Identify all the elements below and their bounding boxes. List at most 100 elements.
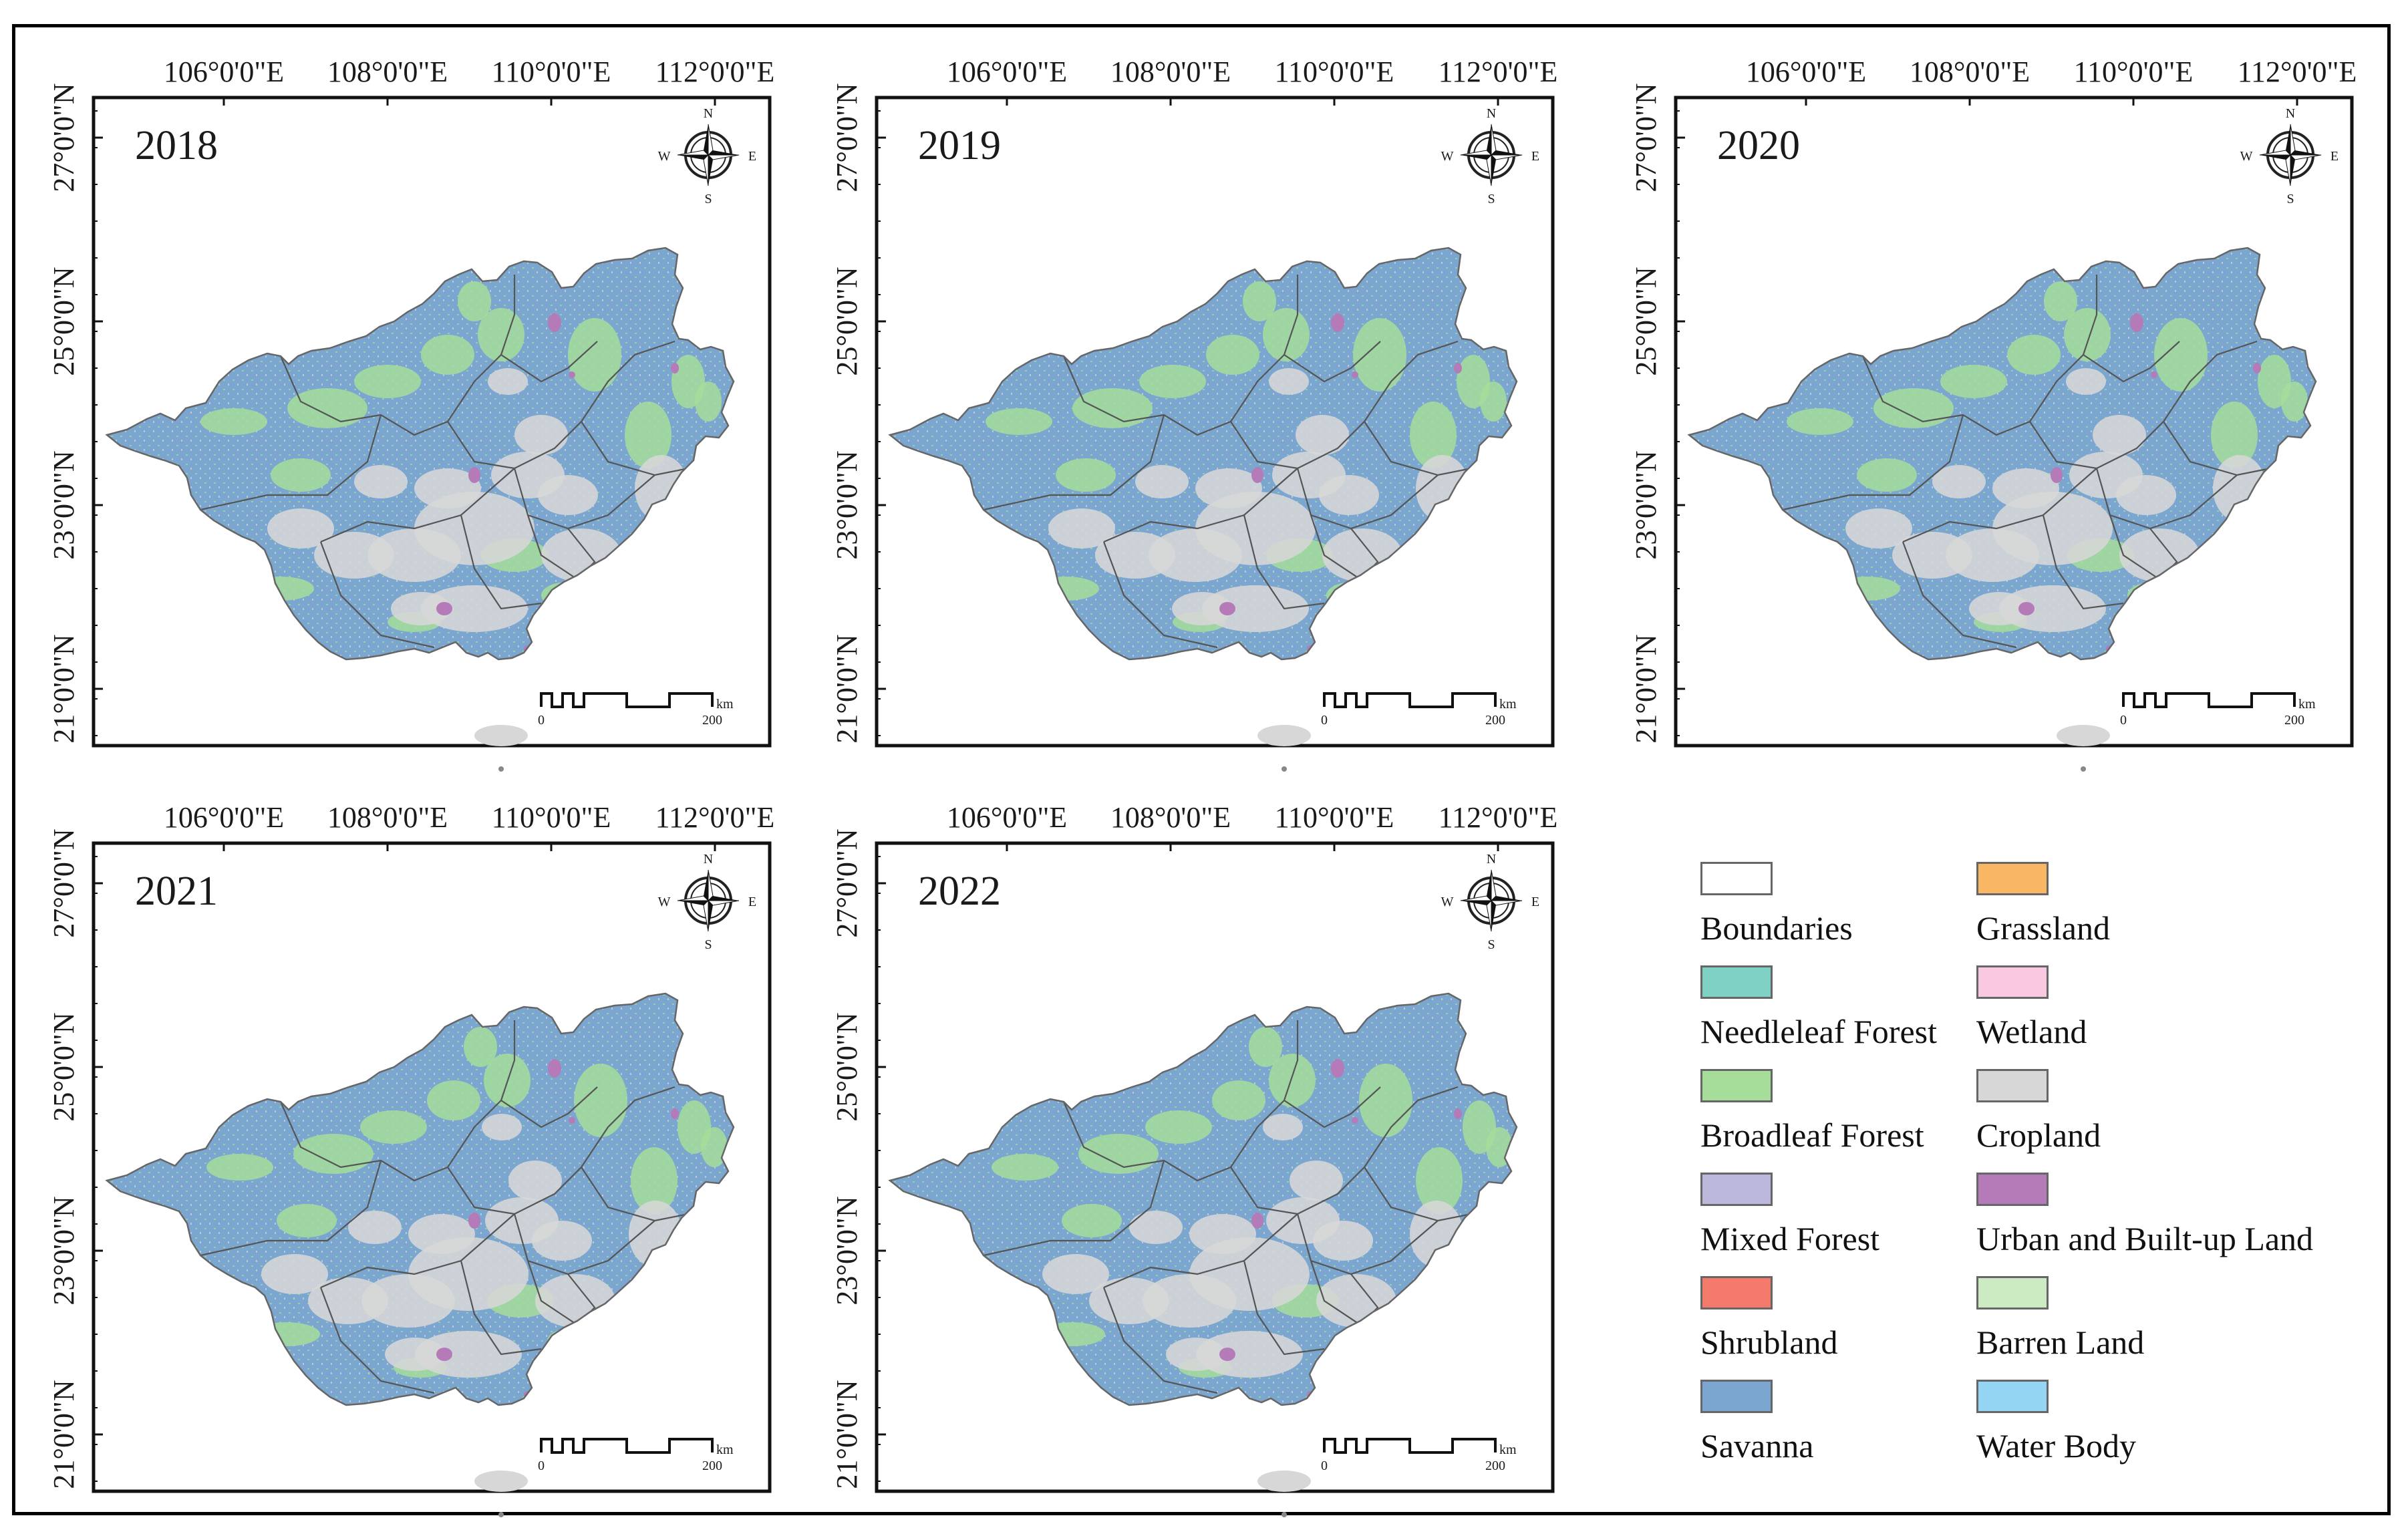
broadleaf-patch — [1072, 388, 1153, 428]
admin-boundary — [581, 421, 689, 476]
broadleaf-patch — [2064, 308, 2111, 361]
broadleaf-patch — [2007, 335, 2061, 375]
legend-label: Shrubland — [1700, 1324, 1838, 1361]
cropland-patch — [261, 1254, 328, 1294]
broadleaf-patch — [1212, 1080, 1265, 1120]
latitude-label: 21°0'0"N — [831, 1380, 863, 1489]
year-label: 2021 — [135, 869, 218, 914]
compass-w-label: W — [658, 895, 671, 909]
cropland-patch — [1263, 1114, 1303, 1140]
legend-label: Water Body — [1976, 1427, 2136, 1465]
compass-icon: N S E W — [1441, 106, 1540, 206]
legend-label: Savanna — [1700, 1427, 1814, 1465]
compass-highlight — [1486, 154, 1492, 186]
compass-w-label: W — [658, 149, 671, 164]
latitude-label: 21°0'0"N — [1630, 634, 1662, 743]
legend-swatch-boundaries — [1700, 862, 1773, 895]
admin-boundary — [1902, 541, 2017, 649]
admin-boundary — [1902, 468, 2097, 543]
broadleaf-patch — [271, 458, 331, 492]
urban-patch — [468, 467, 480, 483]
legend-swatch-grassland — [1976, 862, 2049, 895]
cropland-patch — [514, 415, 568, 455]
longitude-label: 112°0'0"E — [1439, 55, 1558, 88]
compass-highlight — [707, 154, 740, 160]
island — [498, 766, 504, 772]
urban-patch — [569, 371, 575, 378]
map-panel-2018: 106°0'0"E 108°0'0"E 110°0'0"E 112°0'0"E 27°0… — [47, 55, 774, 772]
urban-patch — [436, 602, 452, 615]
cropland-patch — [1172, 592, 1232, 625]
longitude-label: 108°0'0"E — [327, 801, 448, 834]
cropland-patch — [361, 1274, 455, 1328]
legend-label: Mixed Forest — [1700, 1220, 1880, 1257]
compass-highlight — [1460, 150, 1493, 156]
urban-patch — [548, 313, 561, 332]
latitude-label: 25°0'0"N — [831, 267, 863, 375]
landcover-patches — [107, 248, 734, 659]
scale-bar-line — [540, 1438, 714, 1454]
urban-patch — [1251, 1213, 1263, 1229]
broadleaf-patch — [1062, 1204, 1122, 1237]
broadleaf-patch — [464, 1027, 497, 1067]
admin-boundary — [1230, 340, 1459, 470]
admin-boundary — [983, 414, 1165, 511]
compass-highlight — [2290, 124, 2296, 156]
longitude-label: 108°0'0"E — [327, 55, 448, 88]
island — [1282, 766, 1287, 772]
broadleaf-patch — [2211, 402, 2258, 468]
legend-label: Cropland — [1976, 1116, 2101, 1154]
cropland-patch — [1195, 468, 1262, 508]
admin-boundary — [460, 1260, 542, 1356]
longitude-label: 108°0'0"E — [1110, 801, 1231, 834]
latitude-label: 27°0'0"N — [831, 83, 863, 192]
longitude-label: 106°0'0"E — [164, 55, 284, 88]
legend-label: Barren Land — [1976, 1324, 2145, 1361]
urban-patch — [1331, 313, 1344, 332]
cropland-patch — [1143, 1274, 1236, 1328]
longitude-label: 112°0'0"E — [1439, 801, 1558, 834]
longitude-label: 110°0'0"E — [2074, 55, 2194, 88]
year-label: 2019 — [918, 123, 1001, 168]
broadleaf-patch — [1145, 1110, 1212, 1144]
broadleaf-patch — [986, 408, 1052, 435]
cropland-patch — [2116, 475, 2176, 515]
latitude-label: 21°0'0"N — [47, 634, 80, 743]
compass-highlight — [703, 154, 709, 186]
cropland-patch — [367, 528, 461, 582]
broadleaf-patch — [277, 1204, 337, 1237]
broadleaf-patch — [206, 1154, 273, 1181]
urban-patch — [1331, 1059, 1344, 1078]
scale-unit: km — [716, 697, 734, 712]
cropland-patch — [1189, 1214, 1256, 1254]
compass-highlight — [2285, 154, 2291, 186]
island — [2081, 766, 2086, 772]
cropland-patch — [1290, 1161, 1343, 1201]
broadleaf-patch — [1873, 388, 1954, 428]
cropland-patch — [391, 592, 451, 625]
admin-boundary — [200, 1160, 382, 1257]
region-map — [889, 992, 1518, 1517]
admin-boundary — [581, 1167, 689, 1222]
cropland-patch — [385, 1338, 445, 1371]
urban-patch — [1454, 1108, 1462, 1119]
compass-s-label: S — [1487, 937, 1495, 952]
compass-icon: N S E W — [658, 852, 757, 952]
cropland-patch — [1095, 532, 1175, 579]
admin-boundary — [1062, 1101, 1231, 1182]
coastal-patch — [1257, 1471, 1311, 1492]
compass-n-label: N — [1487, 852, 1496, 867]
scale-unit: km — [1499, 697, 1517, 712]
longitude-label: 110°0'0"E — [492, 55, 611, 88]
latitude-label: 23°0'0"N — [831, 450, 863, 559]
urban-patch — [2151, 371, 2157, 378]
latitude-label: 23°0'0"N — [831, 1196, 863, 1305]
admin-boundary — [2163, 421, 2271, 476]
admin-boundary — [1284, 1086, 1381, 1128]
map-panel-2019: 106°0'0"E 108°0'0"E 110°0'0"E 112°0'0"E 27°0… — [831, 55, 1557, 772]
compass-n-label: N — [1487, 106, 1496, 121]
admin-boundary — [983, 1160, 1165, 1257]
compass-e-label: E — [1531, 149, 1539, 164]
